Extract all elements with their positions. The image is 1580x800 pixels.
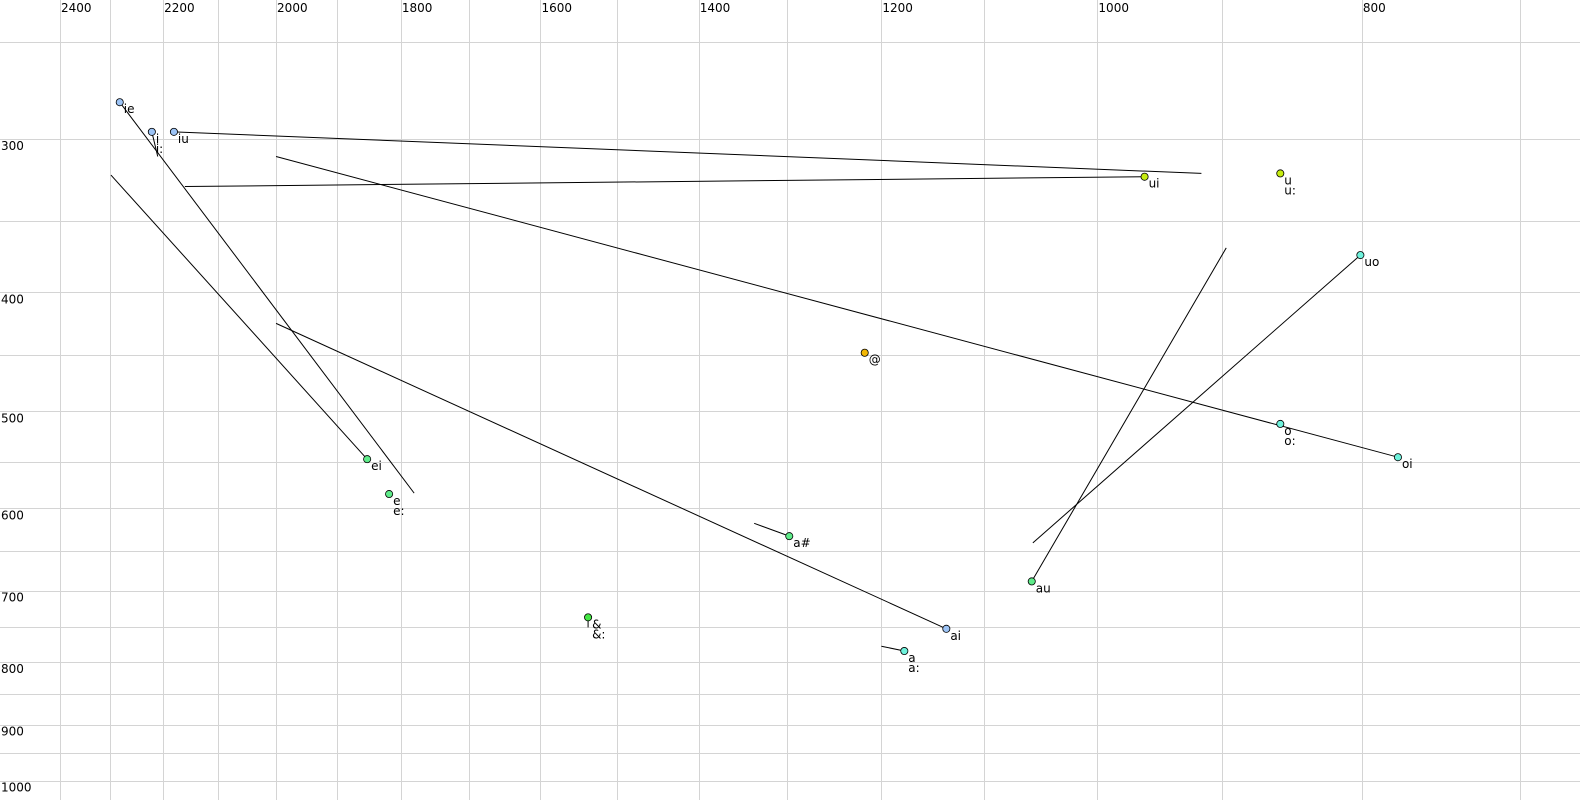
vowel-label: iu — [178, 132, 189, 146]
vowel-point — [1140, 172, 1149, 181]
vowel-label: uo — [1364, 255, 1379, 269]
vowel-label: @ — [869, 353, 881, 367]
y-tick-label: 800 — [1, 662, 24, 676]
vowel-point — [1393, 453, 1402, 462]
trajectory-line — [1031, 247, 1227, 582]
x-tick-label: 2200 — [164, 1, 195, 15]
trajectories — [110, 101, 1399, 652]
vowel-label: ui — [1149, 177, 1160, 191]
x-tick-label: 2400 — [61, 1, 92, 15]
x-tick-label: 1000 — [1098, 1, 1129, 15]
vowel-label: oi — [1402, 457, 1413, 471]
vowel-label: au — [1036, 581, 1051, 595]
trajectory-line — [275, 155, 1399, 458]
vowel-label: a — [908, 651, 915, 665]
vowel-label: & — [592, 617, 601, 631]
vowel-label: e — [393, 494, 400, 508]
vowel-label: ai — [950, 629, 961, 643]
x-tick-label: 1600 — [541, 1, 572, 15]
vowel-label: u: — [1284, 183, 1296, 197]
x-tick-label: 800 — [1363, 1, 1386, 15]
trajectory-line — [275, 322, 947, 630]
vowel-point — [584, 613, 593, 622]
vowel-label: ie — [124, 102, 135, 116]
vowel-point — [1027, 577, 1036, 586]
y-tick-label: 500 — [1, 411, 24, 425]
vowel-label: o: — [1284, 434, 1295, 448]
trajectory-line — [173, 131, 1202, 174]
vowel-point — [785, 532, 794, 541]
y-tick-label: 400 — [1, 292, 24, 306]
vowel-label: i: — [156, 142, 163, 156]
trajectory-line — [151, 131, 159, 157]
vowel-point — [900, 647, 909, 656]
vowel-point — [169, 127, 178, 136]
vowel-label: i — [156, 132, 159, 146]
vowel-label: a: — [908, 661, 919, 675]
vowel-label: u — [1284, 173, 1292, 187]
y-tick-label: 900 — [1, 725, 24, 739]
vowel-point — [1276, 419, 1285, 428]
y-tick-label: 600 — [1, 508, 24, 522]
vowel-label: ei — [371, 459, 382, 473]
vowel-label: o — [1284, 424, 1291, 438]
vowel-point — [942, 624, 951, 633]
x-tick-label: 1400 — [700, 1, 731, 15]
x-tick-label: 2000 — [277, 1, 308, 15]
vowel-label: e: — [393, 504, 404, 518]
trajectory-line — [1032, 254, 1361, 544]
vowel-point — [1276, 169, 1285, 178]
vowel-point — [147, 127, 156, 136]
trajectory-line — [184, 176, 1145, 188]
trajectory-line — [119, 101, 415, 494]
vowel-label: &: — [592, 627, 605, 641]
vowel-point — [385, 490, 394, 499]
x-tick-label: 1200 — [882, 1, 913, 15]
vowel-label: a# — [793, 536, 810, 550]
vowel-point — [115, 98, 124, 107]
vowel-point — [363, 455, 372, 464]
y-tick-label: 1000 — [1, 781, 32, 795]
vowel-point — [860, 348, 869, 357]
trajectory-line — [110, 174, 368, 460]
axis-ticks: 2400 2200 2000 1800 1600 1400 1200 1000 800 300 40… — [1, 1, 1386, 795]
y-tick-label: 300 — [1, 139, 24, 153]
trajectory-line — [753, 522, 790, 537]
x-tick-label: 1800 — [402, 1, 433, 15]
y-tick-label: 700 — [1, 591, 24, 605]
vowel-point — [1356, 251, 1365, 260]
